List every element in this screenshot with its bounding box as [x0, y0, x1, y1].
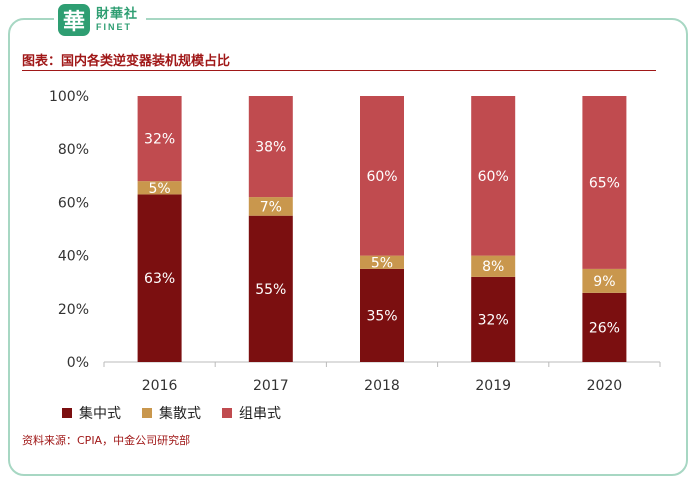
data-label: 5% [371, 255, 393, 271]
data-label: 60% [478, 169, 509, 185]
data-label: 7% [260, 199, 282, 215]
y-tick-label: 80% [58, 142, 89, 158]
bar-segment-2020-0 [582, 292, 627, 362]
legend-label: 组串式 [239, 406, 281, 422]
bar-segment-2016-2 [137, 96, 182, 182]
bar-segment-2016-0 [137, 194, 182, 362]
data-label: 63% [144, 271, 175, 287]
bar-segment-2016-1 [137, 181, 182, 195]
y-tick-label: 0% [67, 355, 89, 371]
bar-segment-2018-1 [360, 255, 404, 269]
data-label: 60% [366, 169, 397, 185]
data-label: 38% [255, 140, 286, 156]
bar-segment-2017-0 [248, 215, 293, 362]
legend-swatch-2 [222, 408, 232, 418]
x-tick-label: 2019 [475, 378, 511, 394]
logo-name-en: FINET [96, 22, 132, 32]
x-tick-label: 2018 [364, 378, 400, 394]
data-label: 32% [478, 312, 509, 328]
data-label: 8% [482, 259, 504, 275]
data-label: 35% [366, 308, 397, 324]
chart-title: 图表：国内各类逆变器装机规模占比 [22, 54, 231, 69]
bar-segment-2019-0 [471, 276, 516, 362]
legend-swatch-1 [142, 408, 152, 418]
data-label: 65% [589, 175, 620, 191]
y-tick-label: 100% [49, 89, 89, 105]
legend-label: 集中式 [79, 405, 121, 422]
bar-segment-2018-0 [360, 268, 404, 362]
y-tick-label: 40% [58, 249, 89, 265]
data-label: 26% [589, 320, 620, 336]
data-label: 5% [148, 181, 170, 197]
x-tick-label: 2020 [587, 378, 623, 394]
source-note: 资料来源：CPIA，中金公司研究部 [22, 434, 191, 447]
bar-segment-2019-2 [471, 96, 516, 256]
bar-segment-2019-1 [471, 255, 516, 277]
logo-name-cn: 財華社 [96, 7, 139, 22]
bar-segment-2018-2 [360, 96, 404, 256]
bar-segment-2020-1 [582, 268, 627, 293]
legend-label: 集散式 [159, 405, 201, 422]
data-label: 32% [144, 132, 175, 148]
x-tick-label: 2017 [253, 378, 289, 394]
legend-swatch-0 [62, 408, 72, 418]
logo-mark: 華 [58, 4, 90, 36]
bar-segment-2017-1 [248, 197, 293, 216]
bar-segment-2017-2 [248, 96, 293, 198]
finet-logo: 華 財華社 FINET [54, 3, 147, 37]
y-tick-label: 60% [58, 195, 89, 211]
x-tick-label: 2016 [142, 378, 178, 394]
data-label: 9% [593, 274, 615, 290]
y-tick-label: 20% [58, 302, 89, 318]
data-label: 55% [255, 282, 286, 298]
logo-text: 財華社 FINET [96, 8, 138, 32]
title-divider [22, 70, 656, 71]
bar-segment-2020-2 [582, 96, 627, 269]
chart-frame [8, 18, 688, 476]
